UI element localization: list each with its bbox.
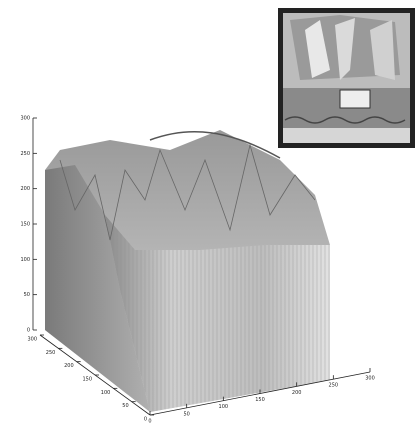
y-tick-label: 250 [46, 350, 56, 356]
z-tick-label: 50 [24, 292, 30, 298]
y-tick-label: 300 [27, 337, 37, 343]
x-tick-label: 50 [183, 411, 189, 417]
y-tick-label: 200 [64, 363, 74, 369]
x-tick-label: 200 [292, 390, 302, 396]
z-tick-label: 100 [20, 257, 30, 263]
z-tick-label: 250 [20, 151, 30, 157]
x-tick-label: 0 [148, 419, 151, 425]
z-tick-label: 0 [27, 328, 30, 334]
y-tick-label: 150 [82, 377, 92, 383]
x-tick-label: 100 [219, 404, 229, 410]
chart: 0 50 100 150 200 250 300 0 50 100 150 200 250 300 0 50 1… [0, 0, 417, 426]
x-tick-label: 300 [365, 376, 375, 382]
y-tick-label: 50 [122, 403, 128, 409]
inset-image [278, 8, 415, 148]
z-tick-label: 200 [20, 186, 30, 192]
x-tick-label: 250 [329, 383, 339, 389]
y-tick-label: 100 [101, 390, 111, 396]
x-tick-label: 150 [255, 397, 265, 403]
y-tick-label: 0 [144, 417, 147, 423]
z-tick-label: 150 [20, 222, 30, 228]
z-tick-label: 300 [20, 116, 30, 122]
